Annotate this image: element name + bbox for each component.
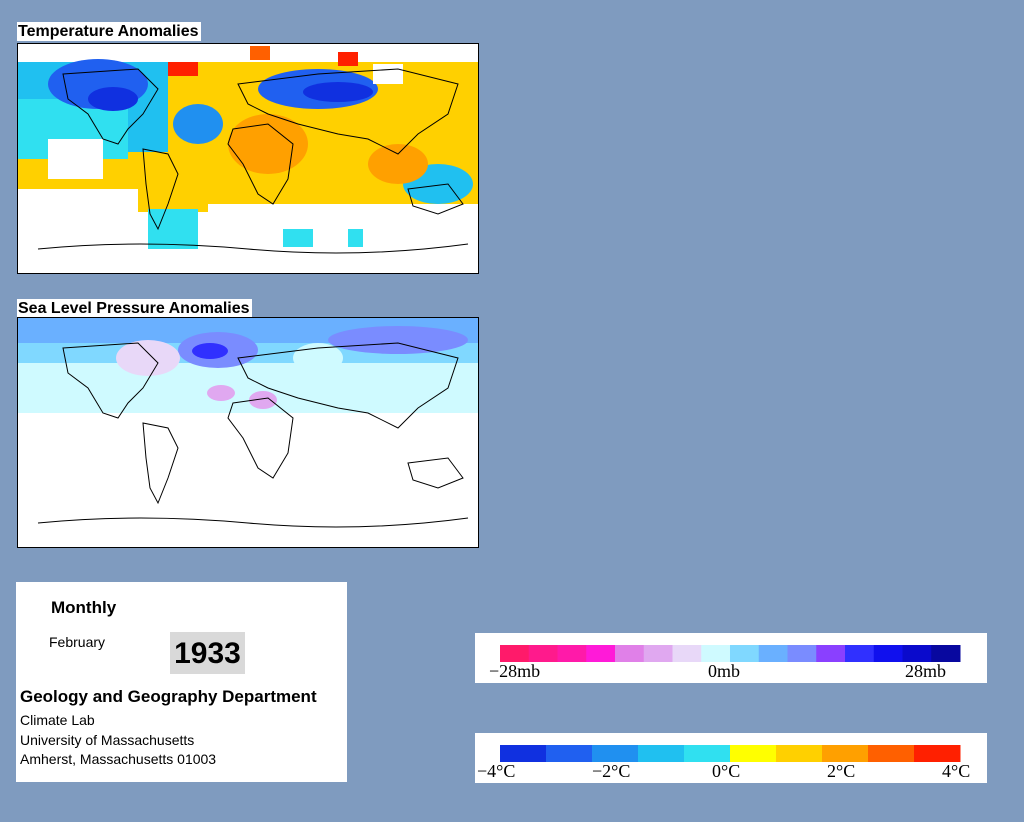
pressure-legend-swatch (615, 645, 645, 662)
pressure-legend-swatch (730, 645, 760, 662)
pressure-legend-swatch (557, 645, 587, 662)
pressure-legend-swatch (816, 645, 846, 662)
temperature-map-title: Temperature Anomalies (17, 22, 201, 41)
pressure-legend-swatch (586, 645, 616, 662)
temperature-legend: −4°C −2°C 0°C 2°C 4°C (475, 733, 987, 783)
temperature-legend-swatch (776, 745, 823, 762)
temperature-legend-label-plus4: 4°C (942, 761, 970, 781)
pressure-legend-label-max: 28mb (905, 661, 946, 681)
temperature-legend-swatch (684, 745, 731, 762)
university-name: University of Massachusetts (20, 732, 195, 748)
pressure-legend-swatch (758, 645, 788, 662)
pressure-legend-swatch (902, 645, 932, 662)
pressure-legend-swatch (931, 645, 961, 662)
pressure-legend-label-zero: 0mb (708, 661, 740, 681)
temperature-legend-label-minus2: −2°C (592, 761, 630, 781)
temperature-legend-swatch (730, 745, 777, 762)
pressure-anomaly-map (17, 317, 479, 548)
pressure-legend-swatch (643, 645, 673, 662)
period-label: Monthly (51, 598, 117, 617)
pressure-legend-swatch (701, 645, 731, 662)
temperature-anomaly-map (17, 43, 479, 274)
temperature-legend-swatch (500, 745, 547, 762)
department-name: Geology and Geography Department (20, 687, 317, 706)
address: Amherst, Massachusetts 01003 (20, 751, 217, 767)
pressure-legend-swatch (787, 645, 817, 662)
temperature-legend-swatch (822, 745, 869, 762)
pressure-map-graphic (18, 318, 478, 547)
pressure-legend-swatch (528, 645, 558, 662)
info-panel: Monthly February 1933 Geology and Geogra… (16, 582, 347, 782)
temperature-legend-swatch (546, 745, 593, 762)
pressure-legend-swatch (500, 645, 530, 662)
month-label: February (49, 634, 106, 650)
lab-name: Climate Lab (20, 712, 95, 728)
temperature-legend-label-zero: 0°C (712, 761, 740, 781)
pressure-legend: −28mb 0mb 28mb (475, 633, 987, 683)
pressure-legend-label-min: −28mb (489, 661, 540, 681)
temperature-legend-swatch (914, 745, 961, 762)
temperature-legend-swatch (638, 745, 685, 762)
temperature-legend-label-plus2: 2°C (827, 761, 855, 781)
pressure-legend-swatch (873, 645, 903, 662)
pressure-legend-swatch (845, 645, 875, 662)
pressure-legend-swatch (672, 645, 702, 662)
temperature-legend-swatch (592, 745, 639, 762)
temperature-legend-label-minus4: −4°C (477, 761, 515, 781)
year-display: 1933 (170, 632, 245, 674)
pressure-map-title: Sea Level Pressure Anomalies (17, 299, 252, 318)
temperature-legend-swatch (868, 745, 915, 762)
temperature-map-graphic (18, 44, 478, 273)
